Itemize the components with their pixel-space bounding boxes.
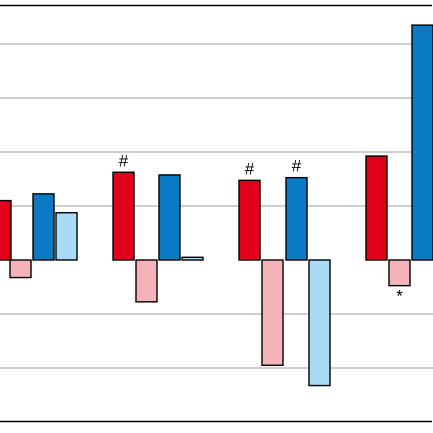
bar-g2-4 [181, 256, 204, 261]
significance-mark-g3-1: # [245, 159, 255, 178]
significance-marks: # # # * [119, 151, 403, 305]
gridlines [0, 43, 433, 369]
bar-g4-3 [411, 24, 433, 261]
bar-g1-1 [0, 199, 12, 261]
significance-mark-g2-1: # [119, 151, 129, 170]
significance-mark-g3-3: # [292, 157, 302, 176]
bars [0, 24, 433, 387]
bar-g3-2 [261, 259, 284, 367]
bar-g3-4 [308, 259, 331, 387]
bar-g1-3 [32, 193, 55, 261]
plot-frame [0, 4, 432, 423]
significance-mark-g4-2: * [396, 287, 403, 306]
bar-g1-4 [55, 212, 78, 261]
bar-g3-1 [238, 179, 261, 261]
bar-g2-1 [112, 171, 135, 261]
bar-g2-2 [135, 259, 158, 303]
bar-g3-3 [285, 176, 308, 261]
bar-g4-1 [365, 155, 388, 261]
bar-g2-3 [158, 174, 181, 261]
bar-g4-2 [388, 259, 411, 287]
bar-g1-2 [9, 259, 32, 279]
